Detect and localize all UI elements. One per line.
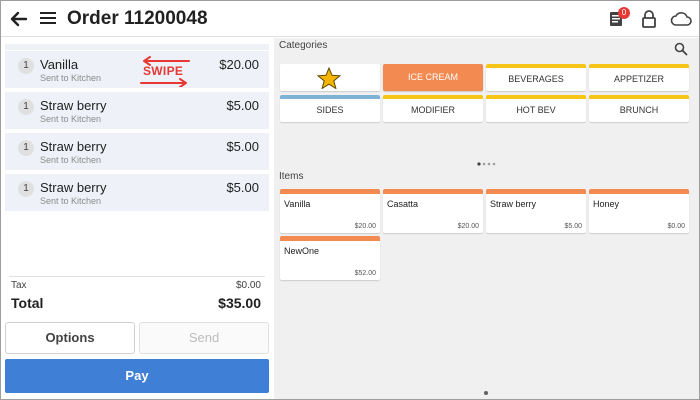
menu-item-name: Straw berry bbox=[490, 199, 537, 209]
total-label: Total bbox=[11, 295, 44, 311]
menu-item-name: NewOne bbox=[284, 246, 320, 256]
menu-item-price: $52.00 bbox=[354, 270, 376, 277]
lock-icon[interactable] bbox=[641, 10, 657, 28]
category-modifier[interactable]: MODIFIER bbox=[383, 95, 483, 122]
category-color-bar bbox=[589, 64, 689, 68]
swipe-annotation: SWIPE bbox=[137, 55, 193, 87]
menu-item-price: $5.00 bbox=[564, 223, 582, 230]
send-button[interactable]: Send bbox=[139, 322, 269, 354]
item-quantity: 1 bbox=[18, 99, 34, 115]
menu-item-tile[interactable]: Straw berry $5.00 bbox=[486, 189, 586, 233]
category-label: BRUNCH bbox=[619, 105, 659, 115]
items-label: Items bbox=[279, 171, 304, 182]
menu-item-tile[interactable]: NewOne $52.00 bbox=[280, 236, 380, 280]
category-color-bar bbox=[383, 95, 483, 99]
item-price: $5.00 bbox=[226, 98, 259, 113]
menu-item-name: Casatta bbox=[387, 199, 419, 209]
menu-item-price: $20.00 bbox=[354, 223, 376, 230]
item-color-bar bbox=[486, 189, 586, 194]
menu-item-tile[interactable]: Honey $0.00 bbox=[589, 189, 689, 233]
item-quantity: 1 bbox=[18, 58, 34, 74]
item-price: $20.00 bbox=[219, 57, 259, 72]
menu-panel: Categories ICE CREAM BEVERAGES APPETIZER… bbox=[274, 38, 699, 399]
item-color-bar bbox=[589, 189, 689, 194]
cloud-icon[interactable] bbox=[670, 11, 692, 27]
item-status: Sent to Kitchen bbox=[40, 73, 102, 83]
item-price: $5.00 bbox=[226, 180, 259, 195]
order-panel: 1 Vanilla Sent to Kitchen SWIPE $20.00 1… bbox=[1, 38, 273, 399]
category-ice-cream[interactable]: ICE CREAM bbox=[383, 64, 483, 91]
hamburger-menu-icon[interactable] bbox=[40, 10, 56, 26]
menu-item-price: $20.00 bbox=[457, 223, 479, 230]
back-arrow-icon[interactable] bbox=[9, 9, 29, 29]
order-item-row[interactable]: 1 Straw berry Sent to Kitchen $5.00 bbox=[5, 92, 269, 130]
category-sides[interactable]: SIDES bbox=[280, 95, 380, 122]
star-icon bbox=[317, 67, 341, 89]
totals-divider bbox=[9, 276, 265, 277]
category-color-bar bbox=[486, 64, 586, 68]
item-status: Sent to Kitchen bbox=[40, 114, 102, 124]
item-name: Straw berry bbox=[40, 180, 107, 195]
category-label: ICE CREAM bbox=[407, 72, 458, 82]
options-button[interactable]: Options bbox=[5, 322, 135, 354]
search-icon[interactable] bbox=[674, 42, 688, 56]
category-color-bar bbox=[280, 95, 380, 99]
order-item-row[interactable]: 1 Vanilla Sent to Kitchen SWIPE $20.00 bbox=[5, 51, 269, 89]
menu-item-name: Honey bbox=[593, 199, 620, 209]
item-status: Sent to Kitchen bbox=[40, 196, 102, 206]
menu-item-name: Vanilla bbox=[284, 199, 311, 209]
item-quantity: 1 bbox=[18, 140, 34, 156]
item-name: Vanilla bbox=[40, 57, 79, 72]
item-price: $5.00 bbox=[226, 139, 259, 154]
page-title: Order 11200048 bbox=[67, 8, 208, 29]
notification-badge: 0 bbox=[618, 7, 630, 19]
category-label: MODIFIER bbox=[411, 105, 455, 115]
item-color-bar bbox=[280, 189, 380, 194]
page-indicator-dot bbox=[484, 391, 488, 395]
category-favorites[interactable] bbox=[280, 64, 380, 91]
item-status: Sent to Kitchen bbox=[40, 155, 102, 165]
menu-item-price: $0.00 bbox=[667, 223, 685, 230]
menu-item-tile[interactable]: Vanilla $20.00 bbox=[280, 189, 380, 233]
category-page-dots-icon bbox=[477, 162, 496, 166]
category-brunch[interactable]: BRUNCH bbox=[589, 95, 689, 122]
category-label: SIDES bbox=[316, 105, 344, 115]
item-name: Straw berry bbox=[40, 98, 107, 113]
top-bar: Order 11200048 0 bbox=[1, 1, 699, 37]
item-color-bar bbox=[383, 189, 483, 194]
order-item-row[interactable]: 1 Straw berry Sent to Kitchen $5.00 bbox=[5, 174, 269, 212]
item-quantity: 1 bbox=[18, 181, 34, 197]
order-list-top bbox=[5, 44, 269, 50]
category-color-bar bbox=[486, 95, 586, 99]
item-color-bar bbox=[280, 236, 380, 241]
category-hot-bev[interactable]: HOT BEV bbox=[486, 95, 586, 122]
category-label: BEVERAGES bbox=[508, 74, 564, 84]
category-label: APPETIZER bbox=[613, 74, 664, 84]
categories-label: Categories bbox=[279, 40, 328, 51]
category-color-bar bbox=[589, 95, 689, 99]
tax-value: $0.00 bbox=[235, 280, 261, 291]
order-item-row[interactable]: 1 Straw berry Sent to Kitchen $5.00 bbox=[5, 133, 269, 171]
swipe-label: SWIPE bbox=[143, 64, 184, 78]
total-value: $35.00 bbox=[218, 295, 261, 311]
tax-label: Tax bbox=[11, 280, 27, 291]
category-label: HOT BEV bbox=[516, 105, 556, 115]
category-appetizer[interactable]: APPETIZER bbox=[589, 64, 689, 91]
menu-item-tile[interactable]: Casatta $20.00 bbox=[383, 189, 483, 233]
category-beverages[interactable]: BEVERAGES bbox=[486, 64, 586, 91]
pay-button[interactable]: Pay bbox=[5, 359, 269, 393]
item-name: Straw berry bbox=[40, 139, 107, 154]
swipe-arrows-icon bbox=[140, 56, 190, 87]
